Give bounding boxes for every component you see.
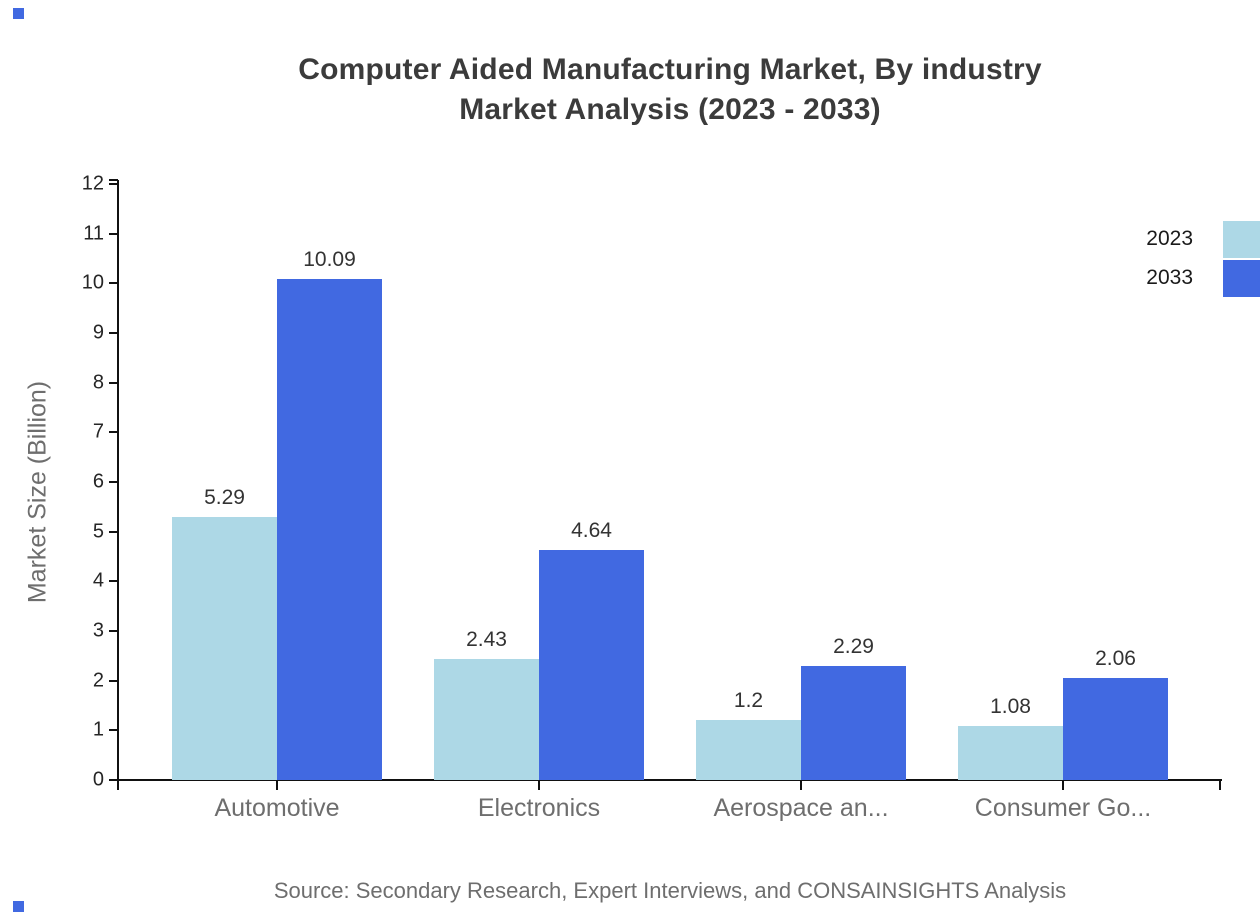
y-tick (109, 630, 118, 632)
y-tick (109, 729, 118, 732)
legend: 2023 2033 (1146, 220, 1260, 298)
x-tick (276, 780, 278, 790)
x-tick (800, 780, 802, 790)
brand-mark-top (13, 8, 24, 19)
bar-2023-3 (696, 720, 801, 780)
bar-value-label: 10.09 (303, 247, 356, 271)
source-note: Source: Secondary Research, Expert Inter… (273, 878, 1067, 903)
x-axis-end-cap (1219, 780, 1221, 790)
y-tick (109, 530, 118, 533)
bar-2033-1 (277, 278, 382, 780)
y-axis-title: Market Size (Billion) (23, 380, 52, 604)
y-tick-label: 11 (83, 222, 104, 245)
x-category-label: Consumer Go... (974, 794, 1152, 822)
y-tick (109, 232, 118, 235)
y-tick (109, 431, 118, 434)
y-tick-label: 6 (92, 470, 104, 493)
y-tick-label: 10 (81, 271, 104, 294)
bar-value-label: 5.29 (204, 486, 245, 510)
bar-value-label: 1.2 (733, 689, 764, 713)
y-tick-label: 7 (92, 420, 104, 443)
bar-value-label: 1.08 (990, 695, 1031, 719)
y-tick-label: 5 (92, 520, 104, 543)
chart-title-line2: Market Analysis (2023 - 2033) (459, 93, 881, 126)
y-axis-line (117, 180, 119, 790)
bar-2033-4 (1063, 677, 1168, 780)
legend-swatch-2033 (1223, 259, 1260, 297)
bar-2033-2 (539, 549, 644, 780)
y-tick-label: 3 (92, 619, 104, 642)
y-tick-label: 9 (92, 321, 104, 344)
y-tick-label: 1 (92, 718, 104, 741)
y-tick-label: 4 (92, 569, 104, 592)
x-category-label: Electronics (477, 794, 601, 822)
x-category-label: Aerospace an... (713, 794, 889, 822)
y-tick (109, 779, 118, 781)
y-tick-label: 12 (81, 172, 104, 195)
y-tick-label: 8 (92, 371, 104, 394)
chart-title: Computer Aided Manufacturing Market, By … (80, 50, 1260, 130)
bar-value-label: 2.29 (833, 635, 874, 659)
x-tick (538, 780, 540, 790)
y-tick (109, 381, 118, 384)
x-tick (1062, 780, 1064, 790)
bar-2023-2 (434, 659, 539, 780)
y-tick (109, 679, 118, 682)
y-tick (109, 481, 118, 483)
bar-value-label: 4.64 (571, 518, 612, 542)
bar-2023-1 (172, 517, 277, 780)
bar-value-label: 2.43 (466, 628, 507, 652)
bar-2033-3 (801, 666, 906, 780)
legend-label-2033: 2033 (1146, 266, 1193, 289)
legend-swatch-2023 (1223, 220, 1260, 258)
y-tick-label: 0 (92, 768, 104, 791)
legend-label-2023: 2023 (1146, 227, 1193, 250)
bar-value-label: 2.06 (1095, 646, 1136, 670)
legend-item-2033: 2033 (1146, 259, 1260, 297)
chart-title-line1: Computer Aided Manufacturing Market, By … (298, 53, 1042, 86)
y-tick (109, 282, 118, 285)
y-tick (109, 183, 118, 185)
x-axis-line (110, 779, 1222, 781)
x-category-label: Automotive (214, 794, 340, 822)
y-tick (109, 332, 118, 334)
bar-2023-4 (958, 726, 1063, 780)
y-tick-label: 2 (92, 669, 104, 692)
y-axis-end-cap (109, 179, 118, 181)
legend-item-2023: 2023 (1146, 220, 1260, 258)
brand-mark-bottom (13, 901, 24, 912)
y-tick (109, 580, 118, 583)
